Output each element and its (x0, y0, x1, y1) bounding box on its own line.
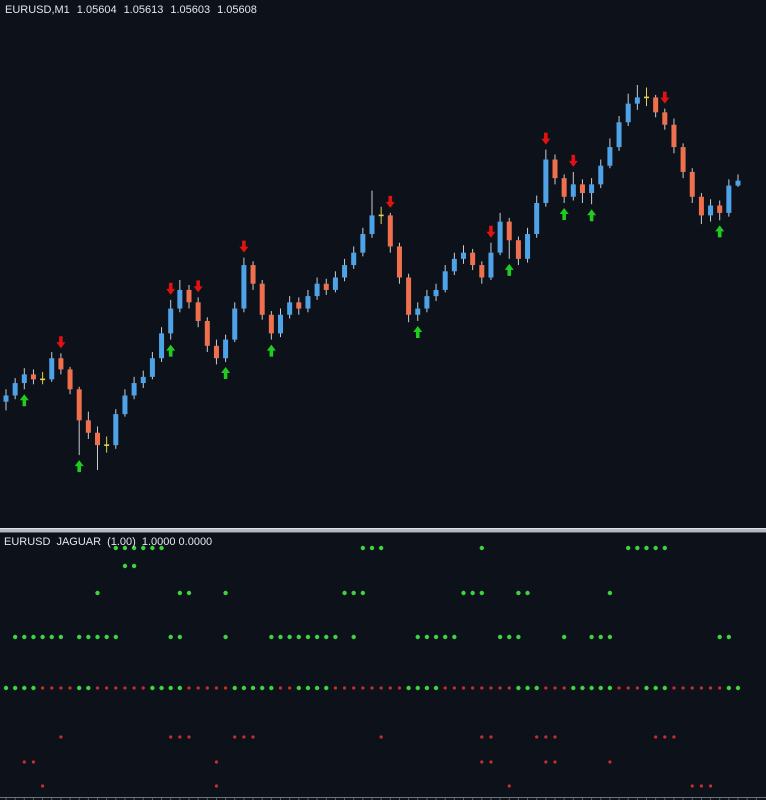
ohlc-low: 1.05603 (170, 4, 211, 16)
subwindow-splitter-handle[interactable] (0, 528, 766, 533)
chart-ohlc-header: EURUSD,M1 1.05604 1.05613 1.05603 1.0560… (5, 4, 257, 16)
candlestick-canvas[interactable] (0, 0, 766, 528)
indicator-name-label: EURUSD JAGUAR (1.00) 1.0000 0.0000 (4, 536, 212, 548)
indicator-values: 1.0000 0.0000 (141, 536, 213, 548)
indicator-params: (1.00) (107, 536, 136, 548)
indicator-symbol: EURUSD (4, 536, 51, 548)
ohlc-open: 1.05604 (76, 4, 117, 16)
time-axis-ticks (0, 797, 766, 800)
time-axis (0, 792, 766, 800)
indicator-subwindow[interactable]: EURUSD JAGUAR (1.00) 1.0000 0.0000 (0, 533, 766, 792)
symbol-timeframe-label: EURUSD,M1 (5, 4, 70, 16)
ohlc-high: 1.05613 (123, 4, 164, 16)
price-chart[interactable]: EURUSD,M1 1.05604 1.05613 1.05603 1.0560… (0, 0, 766, 528)
indicator-name: JAGUAR (56, 536, 102, 548)
ohlc-close: 1.05608 (217, 4, 257, 16)
indicator-dots-canvas[interactable] (0, 533, 766, 792)
